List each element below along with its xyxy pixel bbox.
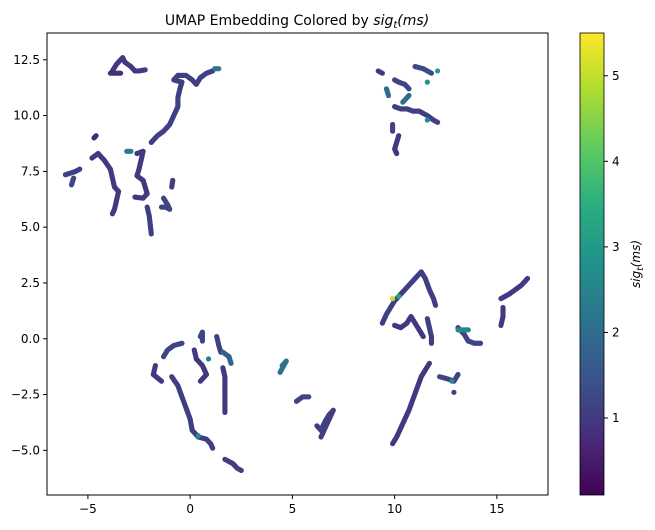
- data-point: [109, 211, 116, 217]
- data-point: [396, 293, 402, 299]
- data-point: [199, 338, 206, 344]
- data-point: [170, 177, 176, 183]
- x-tick-label: 10: [387, 502, 402, 516]
- data-point: [385, 92, 392, 99]
- data-point: [148, 231, 154, 237]
- data-point: [524, 275, 531, 282]
- y-tick-label: 5.0: [21, 220, 40, 234]
- data-point: [70, 175, 77, 181]
- data-point: [394, 150, 400, 157]
- y-tick-label: 2.5: [21, 276, 40, 290]
- y-tick-label: 10.0: [13, 109, 40, 123]
- data-point: [228, 360, 234, 366]
- data-point: [197, 378, 203, 384]
- x-tick-label: 0: [186, 502, 194, 516]
- y-tick-label: 7.5: [21, 164, 40, 178]
- data-point: [389, 295, 396, 302]
- data-point: [379, 70, 385, 76]
- data-point: [118, 70, 124, 76]
- data-point: [449, 378, 455, 384]
- colorbar: [579, 32, 605, 496]
- data-point: [132, 194, 138, 200]
- data-point: [426, 360, 432, 366]
- x-tick-label: −5: [79, 502, 97, 516]
- y-axis: −5.0 −2.5 0.0 2.5 5.0 7.5 10.0 12.5: [11, 53, 47, 457]
- data-point: [420, 333, 426, 340]
- y-tick-label: 12.5: [13, 53, 40, 67]
- data-point: [434, 68, 441, 74]
- data-point: [179, 340, 185, 346]
- plot-frame: [46, 32, 549, 496]
- data-point: [93, 133, 99, 139]
- data-point: [222, 409, 228, 416]
- data-point: [158, 378, 165, 384]
- y-tick-label: −5.0: [11, 443, 40, 457]
- x-tick-label: 15: [489, 502, 504, 516]
- data-point: [455, 371, 461, 378]
- data-point: [128, 148, 134, 154]
- data-point: [477, 340, 484, 346]
- y-tick-label: 0.0: [21, 332, 40, 346]
- colorbar-tick-label: 2: [612, 325, 620, 339]
- data-point: [424, 79, 430, 85]
- data-point: [77, 166, 83, 172]
- data-point: [424, 117, 430, 123]
- data-point: [406, 86, 412, 92]
- x-tick-label: 5: [289, 502, 297, 516]
- data-point: [389, 128, 396, 134]
- y-tick-label: −2.5: [11, 388, 40, 402]
- data-point: [195, 433, 201, 439]
- colorbar-tick-label: 3: [612, 240, 620, 254]
- data-point: [158, 204, 165, 210]
- data-point: [318, 434, 324, 440]
- data-point: [498, 322, 504, 328]
- chart-title: UMAP Embedding Colored by sigt(ms): [165, 13, 429, 31]
- data-point: [306, 394, 312, 400]
- data-point: [451, 389, 457, 395]
- data-point: [465, 327, 471, 333]
- data-point: [428, 70, 435, 76]
- colorbar-tick-label: 5: [612, 69, 620, 83]
- scatter-points: [62, 54, 531, 474]
- data-point: [142, 67, 148, 73]
- data-point: [432, 302, 439, 308]
- data-point: [277, 369, 283, 375]
- data-point: [205, 356, 212, 362]
- colorbar-label: sigt(ms): [629, 240, 646, 288]
- data-point: [406, 92, 412, 99]
- data-point: [428, 340, 435, 346]
- colorbar-ticks: 1 2 3 4 5: [604, 69, 620, 425]
- data-point: [238, 467, 244, 474]
- colorbar-tick-label: 4: [612, 154, 620, 168]
- data-point: [434, 119, 441, 125]
- data-point: [216, 66, 222, 72]
- x-axis: −5 0 5 10 15: [79, 495, 505, 516]
- data-point: [210, 445, 216, 451]
- colorbar-tick-label: 1: [612, 411, 620, 425]
